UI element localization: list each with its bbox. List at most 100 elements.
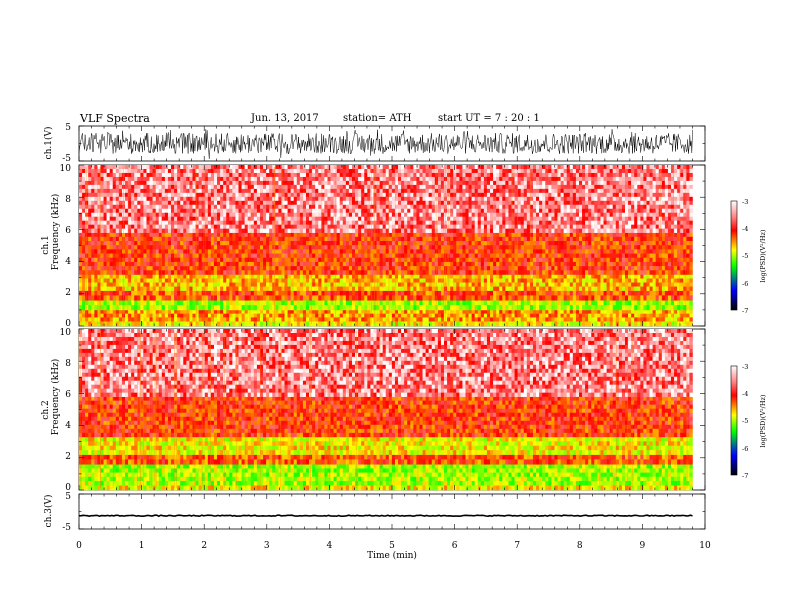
spectrogram-cell [180, 290, 184, 296]
spectrogram-cell [91, 212, 95, 218]
spectrogram-cell [615, 253, 620, 259]
spectrogram-cell [88, 172, 92, 178]
spectrogram-cell [213, 236, 218, 242]
spectrogram-cell [578, 236, 583, 242]
spectrogram-cell [235, 305, 239, 311]
spectrogram-cell [447, 300, 451, 306]
spectrogram-cell [428, 317, 433, 322]
spectrogram-cell [296, 270, 301, 275]
spectrogram-cell [348, 286, 353, 291]
spectrogram-cell [539, 253, 543, 259]
spectrogram-cell [661, 232, 666, 238]
spectrogram-cell [575, 321, 580, 327]
spectrogram-cell [161, 165, 166, 170]
spectrogram-cell [477, 317, 482, 322]
spectrogram-cell [94, 309, 98, 314]
spectrogram-cell [609, 270, 614, 275]
spectrogram-cell [542, 286, 546, 291]
spectrogram-cell [137, 300, 141, 306]
spectrogram-cell [370, 261, 374, 267]
spectrogram-cell [238, 290, 242, 296]
spectrogram-cell [456, 274, 460, 279]
spectrogram-cell [674, 249, 678, 254]
spectrogram-cell [416, 253, 420, 259]
spectrogram-cell [186, 232, 190, 238]
spectrogram-cell [529, 245, 534, 250]
spectrogram-cell [88, 204, 92, 210]
spectrogram-cell [204, 305, 209, 311]
spectrogram-cell [143, 216, 147, 221]
spectrogram-cell [238, 317, 242, 322]
spectrogram-cell [588, 282, 592, 287]
spectrogram-cell [278, 305, 282, 311]
spectrogram-cell [462, 236, 466, 242]
spectrogram-cell [91, 245, 95, 250]
spectrogram-cell [112, 317, 117, 322]
spectrogram-cell [428, 240, 433, 246]
spectrogram-cell [649, 313, 653, 318]
spectrogram-cell [394, 274, 399, 279]
spectrogram-cell [425, 290, 429, 296]
spectrogram-cell [514, 278, 518, 283]
spectrogram-cell [296, 300, 301, 306]
spectrogram-cell [146, 192, 150, 198]
spectrogram-cell [674, 290, 678, 296]
spectrogram-cell [128, 313, 132, 318]
spectrogram-cell [198, 253, 202, 259]
spectrogram-cell [183, 286, 187, 291]
spectrogram-cell [358, 321, 362, 327]
spectrogram-cell [545, 300, 549, 306]
spectrogram-cell [125, 278, 129, 283]
spectrogram-cell [646, 245, 650, 250]
spectrogram-cell [462, 232, 466, 238]
spectrogram-cell [180, 240, 184, 246]
spectrogram-cell [302, 282, 307, 287]
spectrogram-cell [342, 309, 347, 314]
spectrogram-cell [112, 204, 117, 210]
spectrogram-cell [284, 321, 288, 327]
spectrogram-cell [634, 290, 638, 296]
spectrogram-cell [379, 278, 383, 283]
spectrogram-cell [548, 313, 552, 318]
spectrogram-cell [615, 249, 620, 254]
spectrogram-cell [689, 300, 693, 306]
spectrogram-cell [425, 266, 429, 271]
spectrogram-cell [85, 196, 89, 202]
spectrogram-cell [477, 236, 482, 242]
spectrogram-cell [594, 253, 598, 259]
spectrogram-cell [149, 313, 153, 318]
spectrogram-cell [109, 172, 114, 178]
spectrogram-cell [339, 282, 344, 287]
spectrogram-cell [220, 270, 224, 275]
spectrogram-cell [575, 278, 580, 283]
spectrogram-cell [195, 305, 199, 311]
spectrogram-cell [456, 282, 460, 287]
spectrogram-cell [146, 204, 150, 210]
spectrogram-cell [97, 253, 101, 259]
spectrogram-cell [115, 216, 120, 221]
spectrogram-cell [526, 290, 531, 296]
spectrogram-cell [296, 286, 301, 291]
spectrogram-cell [302, 313, 307, 318]
spectrogram-cell [686, 261, 690, 267]
spectrogram-cell [563, 317, 568, 322]
spectrogram-cell [379, 313, 383, 318]
spectrogram-cell [520, 274, 525, 279]
spectrogram-cell [250, 232, 255, 238]
spectrogram-cell [609, 236, 614, 242]
spectrogram-cell [161, 212, 166, 218]
spectrogram-cell [508, 249, 512, 254]
spectrogram-cell [195, 290, 199, 296]
spectrogram-cell [569, 261, 574, 267]
spectrogram-cell [382, 245, 387, 250]
spectrogram-cell [612, 270, 617, 275]
spectrogram-cell [416, 249, 420, 254]
spectrogram-cell [97, 321, 101, 327]
spectrogram-cell [229, 282, 233, 287]
spectrogram-cell [640, 261, 644, 267]
spectrogram-cell [88, 282, 92, 287]
spectrogram-cell [134, 240, 138, 246]
spectrogram-cell [545, 321, 549, 327]
spectrogram-cell [431, 257, 436, 263]
spectrogram-cell [560, 309, 564, 314]
